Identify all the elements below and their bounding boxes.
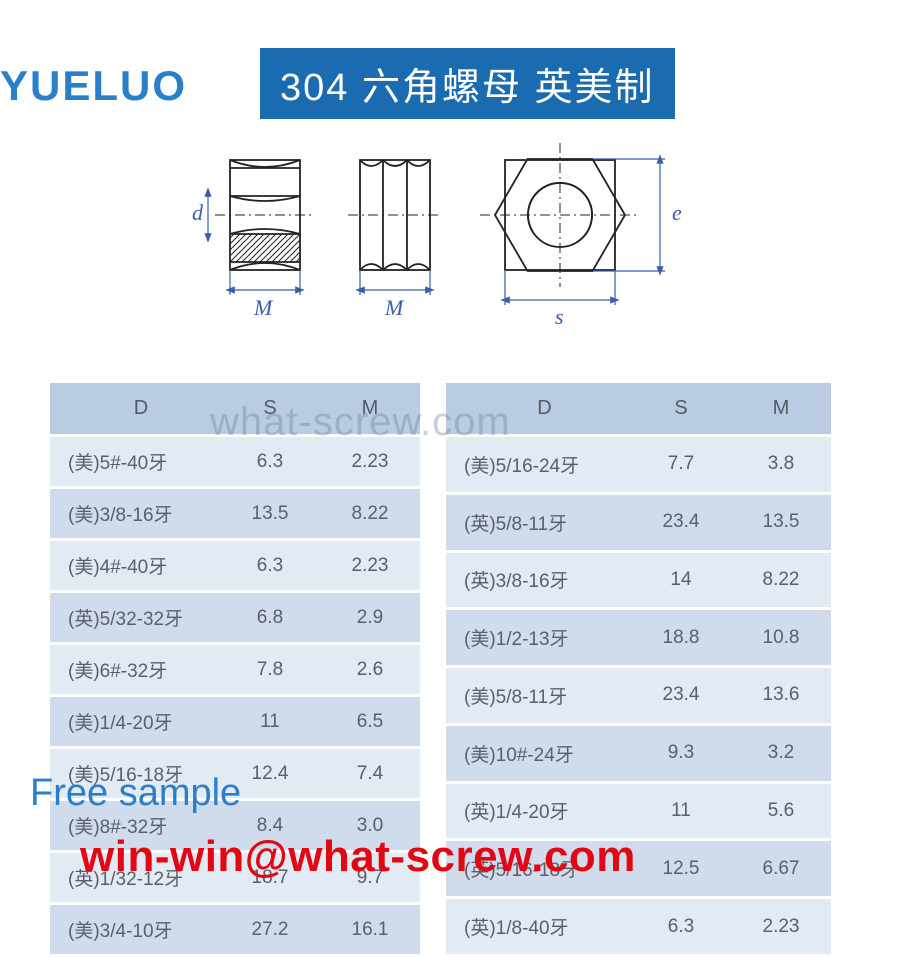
table-cell: (美)1/2-13牙 [446, 610, 631, 665]
table-cell: (美)4#-40牙 [50, 541, 220, 590]
table-row: (英)5/8-11牙23.413.5 [446, 495, 831, 550]
table-cell: (美)5#-40牙 [50, 437, 220, 486]
col-header: D [50, 383, 220, 434]
dim-m1-label: M [253, 295, 274, 320]
table-row: (美)1/2-13牙18.810.8 [446, 610, 831, 665]
table-cell: (英)5/8-11牙 [446, 495, 631, 550]
table-cell: 23.4 [631, 668, 731, 723]
table-row: (美)5#-40牙6.32.23 [50, 437, 420, 486]
table-cell: 7.8 [220, 645, 320, 694]
dim-m2-label: M [384, 295, 405, 320]
table-row: (美)10#-24牙9.33.2 [446, 726, 831, 781]
table-cell: 14 [631, 553, 731, 608]
col-header: M [731, 383, 831, 434]
table-cell: 7.4 [320, 749, 420, 798]
table-cell: 16.1 [320, 905, 420, 954]
table-cell: 6.67 [731, 841, 831, 896]
table-row: (美)3/8-16牙13.58.22 [50, 489, 420, 538]
table-cell: (英)5/32-32牙 [50, 593, 220, 642]
table-cell: (英)1/4-20牙 [446, 784, 631, 839]
table-cell: 2.23 [731, 899, 831, 954]
table-row: (美)1/4-20牙116.5 [50, 697, 420, 746]
table-cell: 6.5 [320, 697, 420, 746]
table-row: (英)1/4-20牙115.6 [446, 784, 831, 839]
table-cell: 2.23 [320, 541, 420, 590]
table-cell: 6.3 [220, 541, 320, 590]
table-row: (英)1/8-40牙6.32.23 [446, 899, 831, 954]
dim-d-label: d [192, 200, 204, 225]
table-cell: 27.2 [220, 905, 320, 954]
table-cell: 18.8 [631, 610, 731, 665]
table-cell: 3.2 [731, 726, 831, 781]
table-cell: 8.22 [731, 553, 831, 608]
dim-s-label: s [555, 304, 564, 329]
table-cell: 5.6 [731, 784, 831, 839]
col-header: D [446, 383, 631, 434]
table-cell: (美)6#-32牙 [50, 645, 220, 694]
col-header: M [320, 383, 420, 434]
dim-e-label: e [672, 200, 682, 225]
table-cell: 2.6 [320, 645, 420, 694]
brand-logo: YUELUO [0, 62, 187, 110]
table-cell: 6.8 [220, 593, 320, 642]
table-cell: (美)3/8-16牙 [50, 489, 220, 538]
table-cell: 13.5 [731, 495, 831, 550]
free-sample-text: Free sample [30, 772, 241, 815]
table-row: (美)4#-40牙6.32.23 [50, 541, 420, 590]
table-cell: (英)3/8-16牙 [446, 553, 631, 608]
table-cell: 10.8 [731, 610, 831, 665]
table-cell: 9.3 [631, 726, 731, 781]
table-cell: 2.9 [320, 593, 420, 642]
table-cell: 13.6 [731, 668, 831, 723]
nut-diagram: d M M s e [190, 140, 730, 340]
table-row: (英)5/32-32牙6.82.9 [50, 593, 420, 642]
table-cell: (美)10#-24牙 [446, 726, 631, 781]
table-row: (美)6#-32牙7.82.6 [50, 645, 420, 694]
table-cell: (美)3/4-10牙 [50, 905, 220, 954]
table-cell: 8.22 [320, 489, 420, 538]
table-cell: 2.23 [320, 437, 420, 486]
table-row: (英)3/8-16牙148.22 [446, 553, 831, 608]
table-row: (美)5/16-24牙7.73.8 [446, 437, 831, 492]
table-cell: 12.5 [631, 841, 731, 896]
table-cell: 23.4 [631, 495, 731, 550]
table-cell: 6.3 [631, 899, 731, 954]
table-cell: 11 [631, 784, 731, 839]
table-cell: 13.5 [220, 489, 320, 538]
contact-email: win-win@what-screw.com [80, 832, 636, 882]
table-cell: (美)5/8-11牙 [446, 668, 631, 723]
table-cell: 7.7 [631, 437, 731, 492]
table-cell: (美)1/4-20牙 [50, 697, 220, 746]
table-row: (美)3/4-10牙27.216.1 [50, 905, 420, 954]
table-cell: 3.8 [731, 437, 831, 492]
table-cell: (美)5/16-24牙 [446, 437, 631, 492]
col-header: S [631, 383, 731, 434]
table-cell: 11 [220, 697, 320, 746]
title-banner: 304 六角螺母 英美制 [260, 48, 675, 119]
col-header: S [220, 383, 320, 434]
table-cell: 6.3 [220, 437, 320, 486]
table-cell: (英)1/8-40牙 [446, 899, 631, 954]
table-row: (美)5/8-11牙23.413.6 [446, 668, 831, 723]
